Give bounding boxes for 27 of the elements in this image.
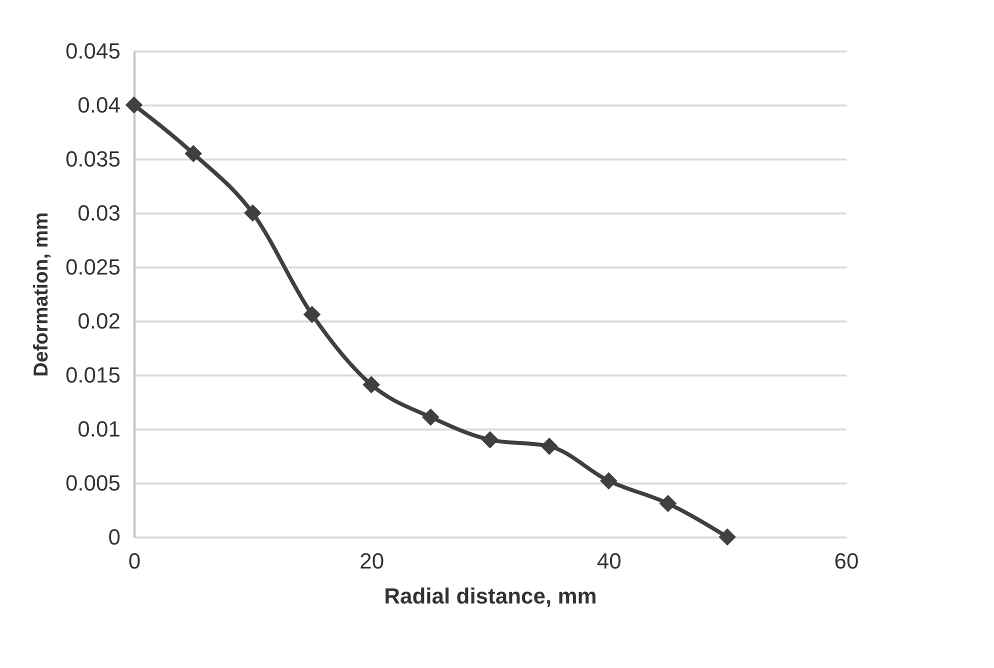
point	[125, 96, 143, 114]
point	[540, 438, 558, 455]
x-tick-label: 60	[834, 548, 859, 574]
y-tick-label: 0.02	[78, 308, 120, 334]
point	[362, 376, 380, 394]
y-tick-label: 0.045	[65, 38, 120, 64]
x-tick-label: 0	[128, 548, 141, 574]
point	[659, 494, 677, 512]
point	[481, 431, 499, 448]
y-tick-label: 0.01	[78, 416, 120, 442]
point	[184, 144, 202, 162]
point	[244, 204, 262, 222]
point	[718, 528, 736, 546]
y-tick-label: 0.035	[65, 146, 120, 172]
x-tick-label: 40	[596, 548, 622, 574]
x-axis-title: Radial distance, mm	[384, 584, 597, 608]
y-tick-label: 0	[108, 524, 120, 550]
y-tick-label: 0.04	[78, 92, 120, 118]
y-tick-label: 0.03	[78, 200, 120, 226]
point	[600, 472, 618, 490]
y-axis-title: Deformation, mm	[30, 212, 52, 377]
point	[303, 306, 321, 324]
y-tick-label: 0.025	[65, 254, 120, 280]
x-tick-label: 20	[360, 548, 384, 574]
y-tick-label: 0.015	[65, 362, 120, 388]
point	[422, 408, 440, 426]
y-tick-label: 0.005	[65, 470, 120, 496]
